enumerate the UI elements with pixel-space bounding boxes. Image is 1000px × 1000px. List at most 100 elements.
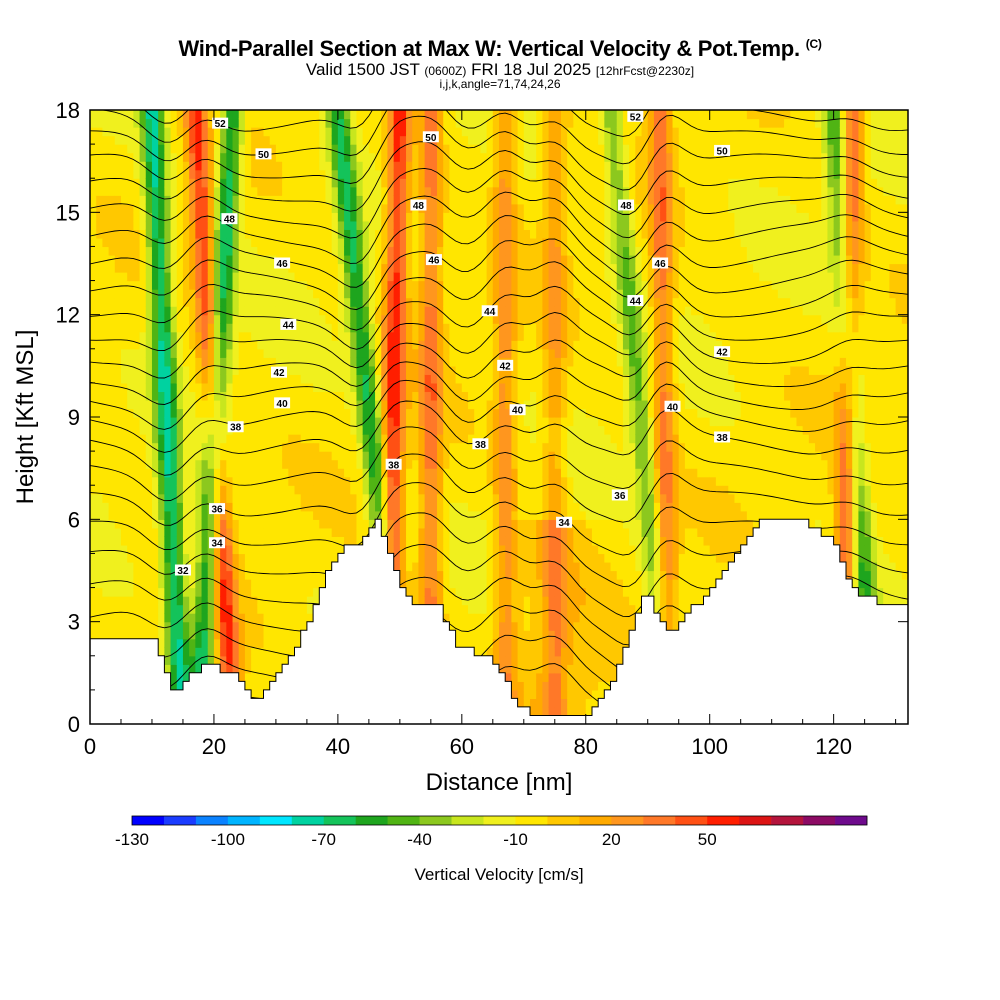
field-cell xyxy=(331,459,339,469)
field-cell xyxy=(220,476,227,486)
field-cell xyxy=(300,613,308,623)
field-cell xyxy=(492,110,500,120)
field-cell xyxy=(90,510,97,520)
field-cell xyxy=(108,110,116,120)
field-cell xyxy=(412,596,420,606)
field-cell xyxy=(257,127,265,137)
field-cell xyxy=(468,561,475,572)
field-cell xyxy=(151,220,159,230)
field-cell xyxy=(294,425,302,435)
field-cell xyxy=(251,417,258,427)
field-cell xyxy=(164,152,172,162)
field-cell xyxy=(331,229,339,239)
field-cell xyxy=(90,118,97,128)
field-cell xyxy=(257,357,265,367)
field-cell xyxy=(164,323,172,333)
field-cell xyxy=(151,374,159,384)
field-cell xyxy=(151,553,159,563)
field-cell xyxy=(381,382,389,393)
field-cell xyxy=(120,630,128,640)
field-cell xyxy=(90,527,97,537)
field-cell xyxy=(393,536,401,546)
field-cell xyxy=(300,604,308,614)
field-cell xyxy=(443,297,451,307)
field-cell xyxy=(275,118,283,128)
field-cell xyxy=(263,314,271,324)
field-cell xyxy=(182,237,190,248)
field-cell xyxy=(282,519,289,529)
field-cell xyxy=(251,127,258,137)
field-cell xyxy=(182,323,190,333)
field-cell xyxy=(505,144,512,154)
field-cell xyxy=(437,502,444,512)
field-cell xyxy=(263,280,271,290)
field-cell xyxy=(102,306,110,316)
field-cell xyxy=(480,263,488,273)
field-cell xyxy=(170,272,178,282)
field-cell xyxy=(499,135,506,145)
field-cell xyxy=(418,451,426,461)
field-cell xyxy=(325,382,333,393)
field-cell xyxy=(468,110,475,120)
field-cell xyxy=(207,323,215,333)
field-cell xyxy=(170,647,178,657)
field-cell xyxy=(133,297,141,307)
field-cell xyxy=(443,510,451,520)
field-cell xyxy=(350,510,358,520)
field-cell xyxy=(90,178,97,188)
field-cell xyxy=(424,425,432,435)
field-cell xyxy=(244,357,252,367)
field-cell xyxy=(443,425,451,435)
field-cell xyxy=(331,203,339,213)
field-cell xyxy=(375,493,382,503)
field-cell xyxy=(275,493,283,503)
field-cell xyxy=(182,297,190,307)
field-cell xyxy=(195,178,203,188)
field-cell xyxy=(232,655,240,665)
field-cell xyxy=(418,110,426,120)
field-cell xyxy=(102,348,110,358)
field-cell xyxy=(288,246,296,256)
field-cell xyxy=(319,561,327,572)
field-cell xyxy=(263,476,271,486)
field-cell xyxy=(263,408,271,418)
field-cell xyxy=(102,314,110,324)
field-cell xyxy=(393,178,401,188)
field-cell xyxy=(406,237,413,248)
field-cell xyxy=(207,417,215,427)
field-cell xyxy=(158,647,165,657)
field-cell xyxy=(350,485,358,495)
field-cell xyxy=(275,417,283,427)
field-cell xyxy=(220,647,227,657)
field-cell xyxy=(399,229,407,239)
field-cell xyxy=(158,203,165,213)
field-cell xyxy=(182,476,190,486)
field-cell xyxy=(449,408,457,418)
field-cell xyxy=(201,485,209,495)
field-cell xyxy=(251,357,258,367)
field-cell xyxy=(158,110,165,120)
field-cell xyxy=(176,399,184,410)
field-cell xyxy=(139,195,147,205)
field-cell xyxy=(344,314,351,324)
field-cell xyxy=(102,434,110,444)
field-cell xyxy=(368,399,376,410)
field-cell xyxy=(269,374,277,384)
field-cell xyxy=(412,246,420,256)
field-cell xyxy=(90,161,97,171)
field-cell xyxy=(226,195,234,205)
field-cell xyxy=(238,144,246,154)
field-cell xyxy=(362,289,370,299)
field-cell xyxy=(406,493,413,503)
field-cell xyxy=(238,519,246,529)
field-cell xyxy=(480,493,488,503)
field-cell xyxy=(430,596,438,606)
field-cell xyxy=(468,630,475,640)
field-cell xyxy=(344,110,351,120)
field-cell xyxy=(362,263,370,273)
field-cell xyxy=(437,161,444,171)
field-cell xyxy=(356,314,364,324)
field-cell xyxy=(430,186,438,196)
field-cell xyxy=(362,442,370,452)
field-cell xyxy=(282,527,289,537)
